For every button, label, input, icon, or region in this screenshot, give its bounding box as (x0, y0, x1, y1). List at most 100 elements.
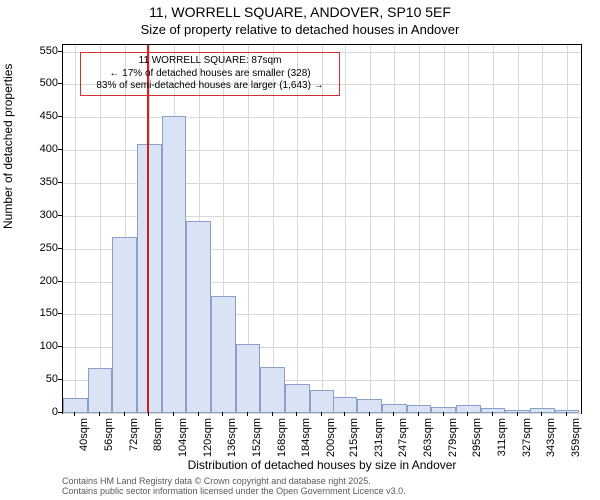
x-tick-mark (566, 412, 567, 416)
y-tick-mark (58, 149, 62, 150)
gridline-v (345, 45, 346, 413)
histogram-bar (88, 368, 113, 413)
footer-line1: Contains HM Land Registry data © Crown c… (62, 476, 406, 486)
x-tick-mark (344, 412, 345, 416)
x-tick-mark (321, 412, 322, 416)
y-tick-label: 50 (8, 373, 58, 385)
x-tick-label: 152sqm (251, 418, 263, 457)
histogram-bar (63, 398, 88, 413)
annotation-line2: ← 17% of detached houses are smaller (32… (85, 68, 335, 81)
y-tick-label: 550 (8, 45, 58, 57)
gridline-v (322, 45, 323, 413)
histogram-bar (357, 399, 382, 413)
histogram-bar (211, 296, 236, 413)
gridline-v (468, 45, 469, 413)
footer-line2: Contains public sector information licen… (62, 486, 406, 496)
y-tick-label: 0 (8, 406, 58, 418)
y-tick-mark (58, 281, 62, 282)
chart-title-line2: Size of property relative to detached ho… (0, 22, 600, 37)
histogram-bar (236, 344, 261, 413)
x-tick-label: 231sqm (373, 418, 385, 457)
x-tick-mark (517, 412, 518, 416)
histogram-bar (186, 221, 211, 413)
histogram-bar (112, 237, 137, 413)
annotation-line1: 11 WORRELL SQUARE: 87sqm (85, 55, 335, 68)
y-tick-label: 100 (8, 340, 58, 352)
x-tick-label: 247sqm (397, 418, 409, 457)
annotation-box: 11 WORRELL SQUARE: 87sqm← 17% of detache… (80, 52, 340, 96)
x-tick-label: 295sqm (471, 418, 483, 457)
x-tick-mark (369, 412, 370, 416)
y-tick-mark (58, 215, 62, 216)
y-tick-mark (58, 116, 62, 117)
gridline-h (63, 413, 581, 414)
annotation-line3: 83% of semi-detached houses are larger (… (85, 80, 335, 93)
x-tick-label: 263sqm (422, 418, 434, 457)
x-tick-mark (247, 412, 248, 416)
y-tick-label: 450 (8, 110, 58, 122)
x-tick-mark (393, 412, 394, 416)
y-tick-label: 150 (8, 307, 58, 319)
y-tick-label: 350 (8, 176, 58, 188)
gridline-v (75, 45, 76, 413)
x-tick-mark (173, 412, 174, 416)
x-tick-label: 311sqm (496, 418, 508, 456)
histogram-bar (382, 404, 407, 413)
x-tick-label: 136sqm (226, 418, 238, 457)
x-tick-mark (99, 412, 100, 416)
x-axis-label: Distribution of detached houses by size … (62, 458, 582, 472)
x-tick-mark (467, 412, 468, 416)
x-tick-label: 40sqm (78, 418, 90, 451)
y-tick-mark (58, 346, 62, 347)
gridline-v (493, 45, 494, 413)
histogram-bar (530, 408, 555, 413)
x-tick-mark (492, 412, 493, 416)
y-tick-label: 200 (8, 275, 58, 287)
x-tick-mark (222, 412, 223, 416)
gridline-v (419, 45, 420, 413)
x-tick-label: 184sqm (300, 418, 312, 457)
property-marker-line (147, 45, 149, 413)
x-tick-mark (541, 412, 542, 416)
y-tick-mark (58, 83, 62, 84)
histogram-bar (162, 116, 187, 413)
x-tick-mark (124, 412, 125, 416)
x-tick-label: 200sqm (325, 418, 337, 457)
x-tick-mark (198, 412, 199, 416)
gridline-v (394, 45, 395, 413)
gridline-v (518, 45, 519, 413)
x-tick-mark (443, 412, 444, 416)
gridline-v (567, 45, 568, 413)
y-tick-mark (58, 412, 62, 413)
histogram-bar (431, 407, 456, 413)
gridline-v (542, 45, 543, 413)
plot-area (62, 44, 582, 414)
gridline-v (444, 45, 445, 413)
y-tick-mark (58, 248, 62, 249)
x-tick-label: 72sqm (128, 418, 140, 451)
x-tick-label: 343sqm (545, 418, 557, 457)
gridline-v (370, 45, 371, 413)
x-tick-label: 168sqm (276, 418, 288, 457)
x-tick-label: 215sqm (348, 418, 360, 457)
histogram-bar (456, 405, 481, 413)
y-tick-label: 250 (8, 242, 58, 254)
gridline-v (273, 45, 274, 413)
chart-title-line1: 11, WORRELL SQUARE, ANDOVER, SP10 5EF (0, 4, 600, 20)
x-tick-mark (148, 412, 149, 416)
x-tick-label: 279sqm (447, 418, 459, 457)
x-tick-mark (296, 412, 297, 416)
x-tick-label: 359sqm (570, 418, 582, 457)
histogram-bar (310, 390, 335, 413)
x-tick-label: 88sqm (152, 418, 164, 451)
x-tick-mark (272, 412, 273, 416)
y-tick-label: 300 (8, 209, 58, 221)
histogram-bar (285, 384, 310, 413)
x-tick-mark (74, 412, 75, 416)
gridline-v (297, 45, 298, 413)
x-tick-label: 56sqm (103, 418, 115, 451)
y-tick-mark (58, 379, 62, 380)
histogram-bar (333, 397, 358, 413)
footer-attribution: Contains HM Land Registry data © Crown c… (62, 476, 406, 497)
histogram-bar (137, 144, 162, 413)
